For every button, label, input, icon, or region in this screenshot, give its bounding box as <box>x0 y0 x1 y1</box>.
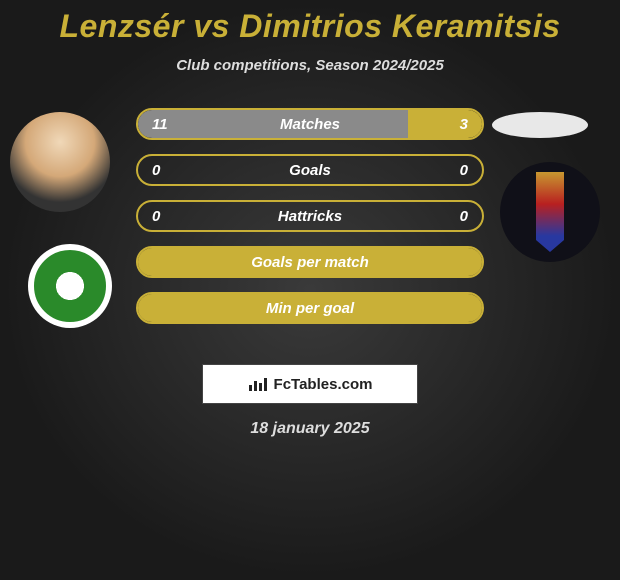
watermark[interactable]: FcTables.com <box>202 364 418 404</box>
stat-row: 0Goals0 <box>136 154 484 186</box>
stat-value-left: 0 <box>138 162 188 179</box>
comparison-panel: 11Matches30Goals00Hattricks0Goals per ma… <box>0 102 620 352</box>
stat-label: Hattricks <box>188 208 432 225</box>
stat-row: 11Matches3 <box>136 108 484 140</box>
stat-value-right: 3 <box>432 116 482 133</box>
page-title: Lenzsér vs Dimitrios Keramitsis <box>0 0 620 45</box>
stat-value-right: 0 <box>432 208 482 225</box>
stat-label: Matches <box>188 116 432 133</box>
stat-label: Goals <box>188 162 432 179</box>
chart-icon <box>248 376 268 392</box>
stat-label: Goals per match <box>188 254 432 271</box>
club-logo-left <box>28 244 112 328</box>
stat-value-left: 0 <box>138 208 188 225</box>
watermark-text: FcTables.com <box>274 376 373 393</box>
player-photo-right <box>492 112 588 138</box>
stat-row: Min per goal <box>136 292 484 324</box>
stat-row: Goals per match <box>136 246 484 278</box>
date-label: 18 january 2025 <box>0 420 620 438</box>
player-photo-left <box>10 112 110 212</box>
stat-bars: 11Matches30Goals00Hattricks0Goals per ma… <box>136 108 484 338</box>
stat-row: 0Hattricks0 <box>136 200 484 232</box>
club-logo-right <box>500 162 600 262</box>
subtitle: Club competitions, Season 2024/2025 <box>0 57 620 74</box>
stat-label: Min per goal <box>188 300 432 317</box>
stat-value-left: 11 <box>138 116 188 133</box>
stat-value-right: 0 <box>432 162 482 179</box>
